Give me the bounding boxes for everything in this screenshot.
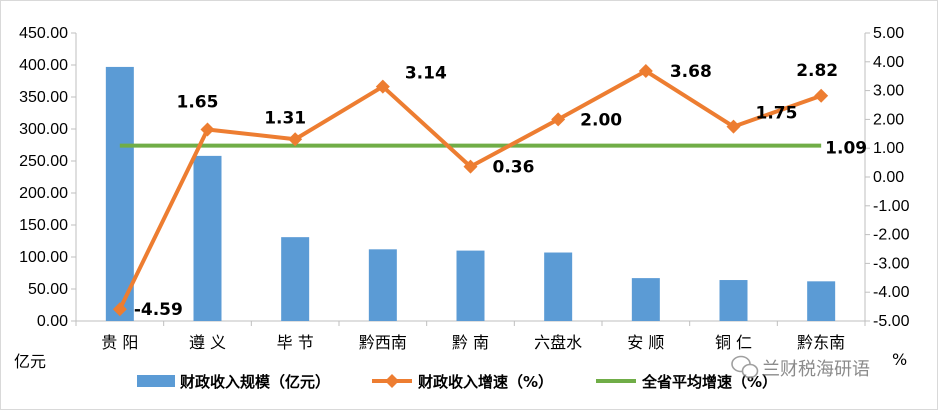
growth-data-label: 2.00 <box>580 110 622 130</box>
growth-point <box>463 159 478 174</box>
bar <box>807 281 836 321</box>
right-axis-unit: % <box>892 350 907 369</box>
bar <box>456 250 485 321</box>
bar <box>544 252 573 321</box>
growth-data-label: 2.82 <box>796 61 838 81</box>
category-label: 贵 阳 <box>101 333 138 352</box>
right-tick-label: -3.00 <box>873 255 910 272</box>
category-label: 黔 南 <box>452 333 489 352</box>
legend-average-label: 全省平均增速（%） <box>641 373 777 391</box>
category-label: 毕 节 <box>277 333 314 352</box>
watermark-text: 兰财税海研语 <box>762 359 870 380</box>
growth-data-label: -4.59 <box>134 300 183 320</box>
growth-data-label: 1.75 <box>756 104 798 124</box>
category-label: 六盘水 <box>534 333 582 352</box>
legend: 财政收入规模（亿元） 财政收入增速（%） 全省平均增速（%） <box>137 373 777 391</box>
growth-point <box>814 88 829 103</box>
right-tick-label: -1.00 <box>873 198 910 215</box>
right-tick-label: 3.00 <box>873 83 904 100</box>
growth-point <box>200 122 215 137</box>
wechat-icon <box>731 355 759 379</box>
category-label: 铜 仁 <box>715 333 752 352</box>
average-line-label: 1.09 <box>825 139 867 159</box>
growth-point <box>638 64 653 79</box>
legend-bar-label: 财政收入规模（亿元） <box>180 373 330 391</box>
growth-data-label: 3.68 <box>670 62 712 82</box>
category-label: 黔西南 <box>359 333 407 352</box>
bar <box>105 66 134 321</box>
watermark: 兰财税海研语 <box>731 355 870 380</box>
bar <box>719 280 748 321</box>
bars <box>105 66 836 321</box>
left-tick-label: 150.00 <box>19 217 68 234</box>
data-labels: 1.09 -4.59 1.65 1.31 3.14 0.36 2.00 3.68 1.75 2.8… <box>134 61 867 320</box>
left-tick-label: 50.00 <box>28 281 68 298</box>
growth-data-label: 1.65 <box>177 92 219 112</box>
axes: 0.00 50.00 100.00 150.00 200.00 250.00 300.00 3… <box>14 25 910 371</box>
legend-growth-marker <box>385 374 399 388</box>
legend-growth-label: 财政收入增速（%） <box>418 373 553 391</box>
left-tick-label: 300.00 <box>19 121 68 138</box>
growth-data-label: 1.31 <box>264 108 306 128</box>
category-label: 黔东南 <box>797 333 845 352</box>
legend-bar-swatch <box>137 375 175 387</box>
bar <box>193 155 222 321</box>
category-label: 安 顺 <box>627 333 664 352</box>
right-tick-label: -2.00 <box>873 227 910 244</box>
category-label: 遵 义 <box>189 333 226 352</box>
growth-data-label: 0.36 <box>493 158 535 178</box>
right-tick-label: -4.00 <box>873 284 910 301</box>
left-tick-label: 0.00 <box>37 313 68 330</box>
bar <box>631 278 660 321</box>
growth-point <box>726 119 741 134</box>
bar <box>281 237 310 321</box>
left-tick-label: 350.00 <box>19 89 68 106</box>
right-tick-label: -5.00 <box>873 313 910 330</box>
growth-point <box>112 302 127 317</box>
right-tick-label: 4.00 <box>873 54 904 71</box>
left-tick-label: 450.00 <box>19 25 68 42</box>
lines <box>112 64 829 317</box>
right-tick-label: 1.00 <box>873 140 904 157</box>
left-tick-label: 100.00 <box>19 249 68 266</box>
growth-point <box>375 79 390 94</box>
left-tick-label: 250.00 <box>19 153 68 170</box>
left-tick-label: 400.00 <box>19 57 68 74</box>
left-tick-label: 200.00 <box>19 185 68 202</box>
right-tick-label: 5.00 <box>873 25 904 42</box>
right-tick-label: 2.00 <box>873 111 904 128</box>
right-tick-label: 0.00 <box>873 169 904 186</box>
growth-data-label: 3.14 <box>405 64 447 84</box>
bar <box>368 249 397 321</box>
growth-point <box>551 112 566 127</box>
growth-point <box>288 132 303 147</box>
left-axis-unit: 亿元 <box>14 352 46 371</box>
